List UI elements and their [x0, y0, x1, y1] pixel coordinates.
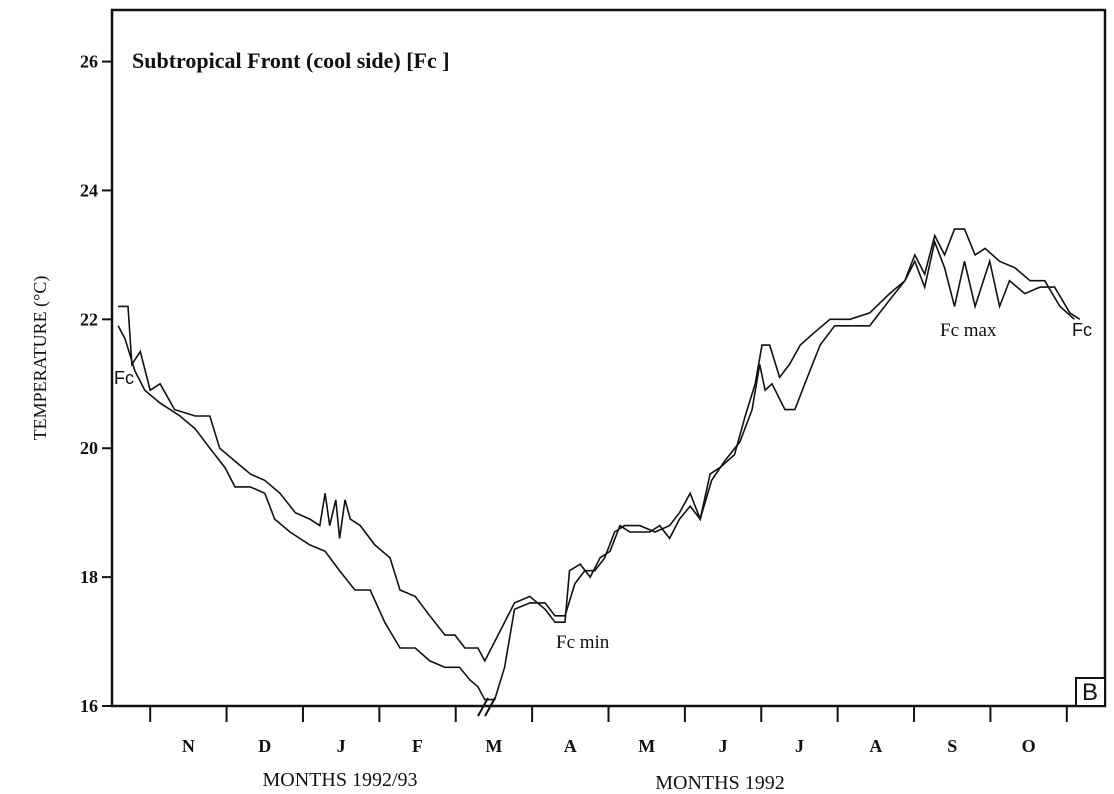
x-tick-label: M	[485, 736, 502, 756]
panel-box	[1075, 677, 1106, 707]
annotation: Fc	[1072, 320, 1092, 340]
y-tick-label: 20	[80, 438, 98, 458]
x-tick-label: M	[638, 736, 655, 756]
x-tick-label: J	[719, 736, 728, 756]
y-tick-label: 26	[80, 52, 98, 72]
x-tick-label: J	[337, 736, 346, 756]
data-line	[117, 239, 1081, 701]
annotation: Fc	[114, 368, 134, 388]
x-tick-label: J	[795, 736, 804, 756]
y-tick-label: 24	[80, 180, 98, 200]
panel-label: B	[1082, 679, 1098, 706]
annotation: Fc min	[556, 632, 610, 653]
y-tick-label: 22	[80, 309, 98, 329]
x-tick-label: N	[182, 736, 195, 756]
x-axis-label: MONTHS 1992	[655, 772, 784, 794]
data-line	[118, 228, 1075, 663]
x-tick-label: A	[869, 736, 882, 756]
x-tick-label: A	[564, 736, 577, 756]
plot-frame	[110, 8, 1107, 708]
y-axis-label: TEMPERATURE (°C)	[30, 276, 51, 441]
axis-break	[477, 697, 496, 717]
y-tick-label: 18	[80, 567, 98, 587]
x-tick-label: O	[1022, 736, 1036, 756]
x-tick-label: F	[412, 736, 423, 756]
x-tick-label: S	[947, 736, 957, 756]
x-tick-label: D	[258, 736, 271, 756]
y-tick-label: 16	[80, 696, 98, 716]
x-axis-label: MONTHS 1992/93	[262, 769, 417, 791]
chart-title: Subtropical Front (cool side) [Fc ]	[132, 48, 450, 73]
annotation: Fc max	[940, 320, 997, 341]
